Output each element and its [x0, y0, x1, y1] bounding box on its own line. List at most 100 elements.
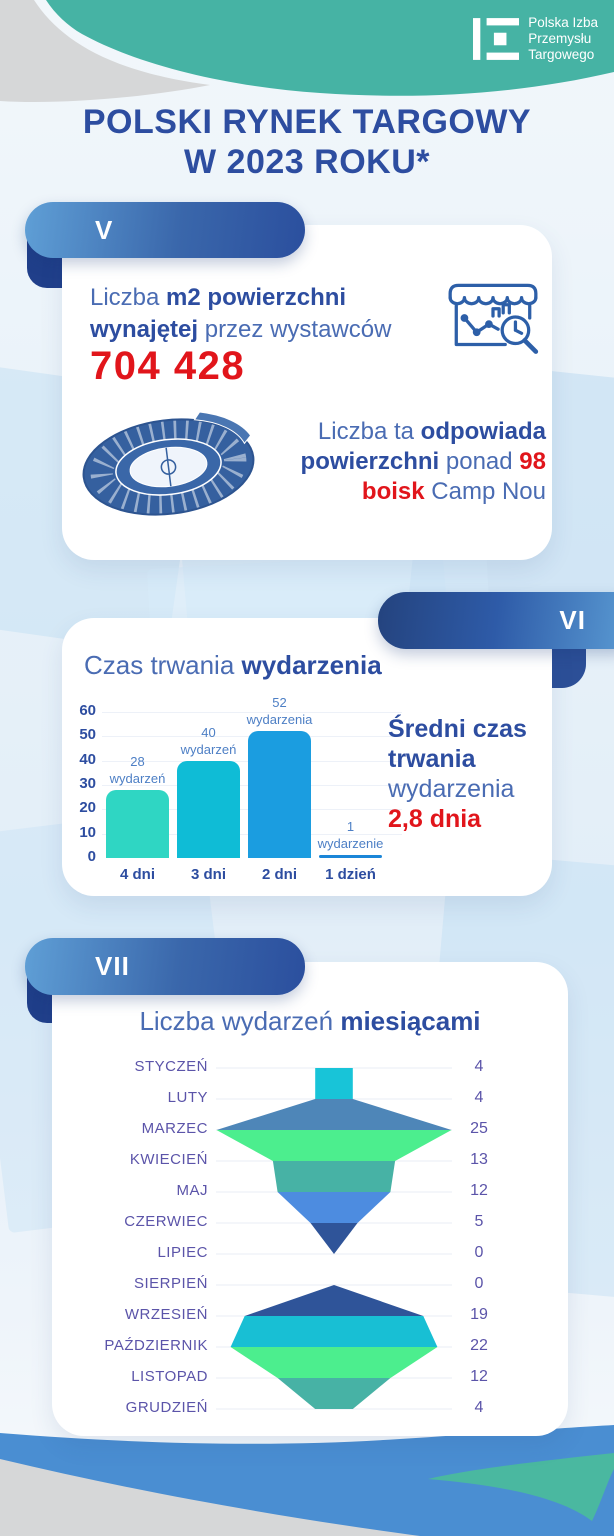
x-axis-label: 4 dni	[119, 866, 155, 883]
month-label-KWIECIEŃ: KWIECIEŃ	[129, 1151, 208, 1168]
month-label-CZERWIEC: CZERWIEC	[124, 1213, 208, 1230]
average-duration-value: 2,8 dnia	[388, 805, 482, 833]
bar-value-label: 1 wydarzenie	[291, 818, 411, 852]
section5-badge-label: V	[95, 214, 114, 245]
average-duration-label-bold: Średni czas trwania	[388, 715, 527, 773]
average-duration-label: wydarzenia	[388, 775, 515, 803]
stadium-text-bold: odpowiada powierzchni	[300, 418, 546, 475]
brand-name: Polska Izba Przemysłu Targowego	[528, 15, 598, 63]
stadium-text-part: Camp Nou	[424, 478, 546, 505]
bar-value-word: wydarzeń	[180, 741, 237, 757]
bar-4 dni	[106, 789, 169, 858]
bar-value-word: wydarzenia	[246, 712, 313, 728]
header-teal-band	[46, 0, 614, 96]
footer-teal-wave	[428, 1453, 614, 1521]
x-axis-label: 3 dni	[190, 866, 226, 883]
y-axis-tick: 30	[79, 775, 96, 792]
bar-value-label: 52 wydarzenia	[220, 694, 340, 728]
funnel-segment-SIERPIEŃ	[244, 1285, 424, 1316]
month-value-PAŹDZIERNIK: 22	[470, 1337, 488, 1354]
monthly-title-bold: miesiącami	[340, 1006, 481, 1036]
bar-value-label: 40 wydarzeń	[149, 724, 269, 758]
month-value-GRUDZIEŃ: 4	[474, 1399, 484, 1416]
rented-area-text: Liczba m2 powierzchni wynajętej przez wy…	[90, 282, 446, 346]
month-label-SIERPIEŃ: SIERPIEŃ	[133, 1275, 208, 1292]
brand-line3: Targowego	[528, 47, 595, 62]
page-title: POLSKI RYNEK TARGOWY W 2023 ROKU*	[0, 102, 614, 182]
average-duration-block: Średni czas trwania wydarzenia 2,8 dnia	[388, 714, 554, 834]
y-axis-tick: 40	[79, 750, 96, 768]
funnel-segment-PAŹDZIERNIK	[230, 1347, 438, 1378]
x-axis-label: 2 dni	[261, 866, 297, 883]
month-label-LISTOPAD: LISTOPAD	[131, 1368, 208, 1385]
month-label-LIPIEC: LIPIEC	[157, 1244, 208, 1261]
section5-badge: V	[25, 202, 305, 258]
duration-title-regular: Czas trwania	[84, 650, 242, 680]
month-value-LISTOPAD: 12	[470, 1368, 488, 1385]
rented-area-text-part: przez wystawców	[198, 316, 392, 343]
month-value-MARZEC: 25	[470, 1120, 488, 1137]
stadium-text-red: 98 boisk	[361, 448, 546, 505]
section6-badge: VI	[378, 592, 614, 649]
funnel-segment-KWIECIEŃ	[272, 1161, 396, 1192]
funnel-segment-MAJ	[277, 1192, 391, 1223]
header-wave	[0, 0, 614, 103]
y-axis-tick: 50	[79, 726, 96, 744]
bar-value-label: 28 wydarzeń	[78, 753, 198, 787]
month-label-MARZEC: MARZEC	[141, 1120, 208, 1137]
month-label-PAŹDZIERNIK: PAŹDZIERNIK	[104, 1337, 208, 1354]
bar-gridline	[102, 712, 402, 713]
monthly-chart-title: Liczba wydarzeń miesiącami	[52, 1006, 568, 1037]
bar-value-number: 52	[272, 695, 287, 711]
rented-area-text-bold: m2 powierzchni wynajętej	[90, 284, 347, 343]
month-label-STYCZEŃ: STYCZEŃ	[134, 1058, 208, 1075]
month-value-CZERWIEC: 5	[474, 1213, 484, 1230]
duration-title-bold: wydarzenia	[241, 650, 382, 680]
section6-badge-label: VI	[559, 605, 586, 635]
bar-value-number: 28	[130, 753, 145, 769]
y-axis-tick: 10	[79, 823, 96, 841]
brand-line2: Przemysłu	[528, 31, 592, 46]
page-title-line1: POLSKI RYNEK TARGOWY	[82, 103, 532, 141]
y-axis-tick: 20	[79, 799, 96, 817]
bar-chart: 0 10 20 30 40 50 60 28 wydarzeń 4 dni 40 wydarzeń 3 …	[70, 695, 402, 892]
bar-value-word: wydarzenie	[317, 836, 384, 851]
funnel-segment-STYCZEŃ	[315, 1068, 353, 1099]
month-value-WRZESIEŃ: 19	[470, 1306, 488, 1323]
bar-value-number: 1	[346, 819, 355, 834]
brand-line1: Polska Izba	[528, 15, 598, 30]
month-value-LUTY: 4	[474, 1089, 484, 1106]
stadium-comparison-text: Liczba ta odpowiada powierzchni ponad 98…	[250, 417, 546, 507]
bar-3 dni	[177, 760, 240, 858]
rented-area-value: 704 428	[90, 344, 246, 388]
header-gray-swoosh	[0, 0, 210, 103]
month-value-LIPIEC: 0	[474, 1244, 484, 1261]
market-stall-icon	[448, 283, 539, 354]
page-title-line2: W 2023 ROKU*	[184, 143, 430, 181]
stadium-text-part: Liczba ta	[317, 418, 421, 445]
month-label-GRUDZIEŃ: GRUDZIEŃ	[125, 1399, 208, 1416]
month-label-MAJ: MAJ	[176, 1182, 208, 1199]
section7-badge-label: VII	[95, 951, 130, 981]
x-axis-label: 1 dzień	[325, 866, 376, 883]
bar-value-word: wydarzeń	[109, 770, 166, 786]
y-axis-tick: 60	[79, 702, 96, 719]
month-value-MAJ: 12	[470, 1182, 488, 1199]
brand-logo-icon	[473, 18, 520, 60]
funnel-segment-WRZESIEŃ	[230, 1316, 438, 1347]
bar-2 dni	[248, 731, 311, 858]
rented-area-text-part: Liczba	[90, 284, 167, 311]
brand-logo: Polska Izba Przemysłu Targowego	[473, 15, 598, 63]
stadium-icon	[82, 411, 255, 516]
bar-value-number: 40	[201, 724, 216, 740]
funnel-segment-LISTOPAD	[277, 1378, 391, 1409]
month-label-WRZESIEŃ: WRZESIEŃ	[124, 1306, 208, 1323]
footer-wave	[0, 1425, 614, 1536]
duration-chart-title: Czas trwania wydarzenia	[84, 650, 382, 681]
bar-1 dzień	[319, 855, 382, 858]
month-label-LUTY: LUTY	[167, 1089, 208, 1106]
funnel-segment-MARZEC	[216, 1130, 452, 1161]
monthly-title-regular: Liczba wydarzeń	[139, 1006, 341, 1036]
month-value-KWIECIEŃ: 13	[470, 1151, 488, 1168]
funnel-segment-LUTY	[216, 1099, 452, 1130]
